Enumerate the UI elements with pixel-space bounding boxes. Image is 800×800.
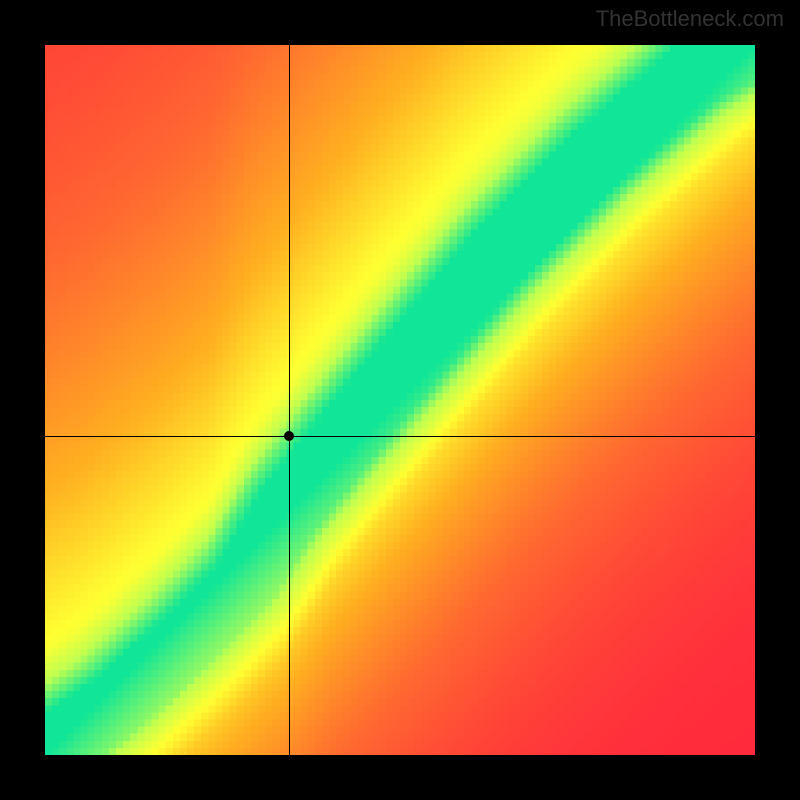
attribution-label: TheBottleneck.com [596,6,784,32]
selection-point [284,431,294,441]
bottleneck-heatmap [45,45,755,755]
crosshair-horizontal [45,436,755,437]
crosshair-vertical [289,45,290,755]
chart-frame: TheBottleneck.com [0,0,800,800]
